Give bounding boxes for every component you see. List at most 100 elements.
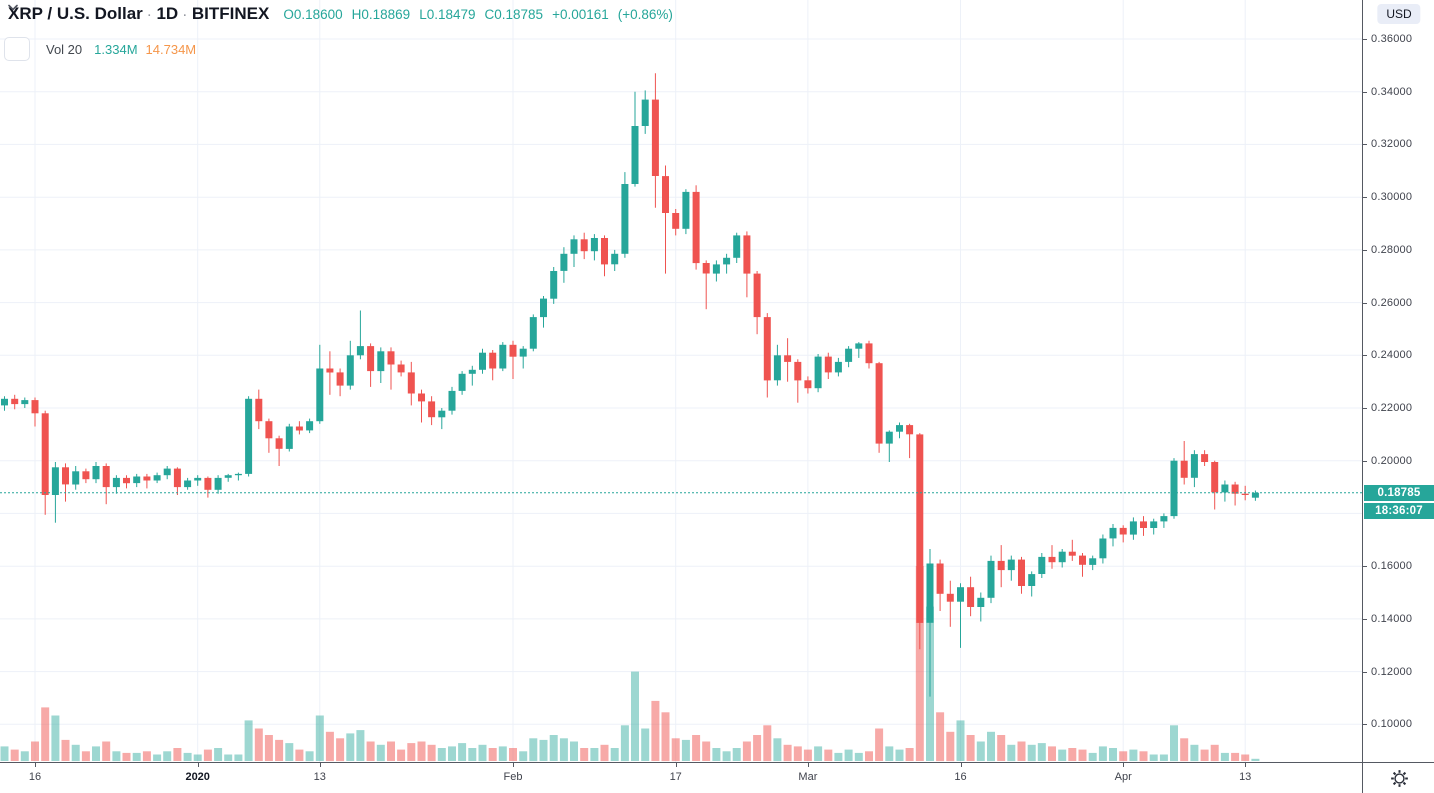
candle-body <box>763 317 771 381</box>
time-tick-mark <box>513 763 514 767</box>
volume-bar <box>387 741 395 761</box>
price-tick-mark <box>1363 91 1367 93</box>
ohlc-change-pct: (+0.86%) <box>617 7 673 22</box>
time-axis[interactable]: 16 2020 13 Feb 17 Mar 16 Apr 13 <box>0 762 1362 793</box>
candle-body <box>814 356 822 389</box>
volume-indicator-label[interactable]: Vol 20 <box>46 41 83 57</box>
volume-bar <box>234 754 243 761</box>
volume-bar <box>488 748 497 761</box>
candle-body <box>631 126 639 184</box>
axis-settings-button[interactable] <box>1388 767 1410 789</box>
chart-plot-area[interactable]: XRP / U.S. Dollar · 1D · BITFINEX O0.186… <box>0 0 1362 762</box>
volume-bar <box>295 749 304 761</box>
current-price-label: 0.18785 <box>1364 485 1434 501</box>
candle-body <box>987 560 995 598</box>
volume-bar <box>10 749 19 761</box>
currency-badge[interactable]: USD <box>1377 4 1421 24</box>
price-tick-mark <box>1363 408 1367 409</box>
candle-body <box>824 356 832 373</box>
candle-body <box>51 467 59 495</box>
volume-bar <box>742 741 751 761</box>
candle-body <box>275 438 283 449</box>
volume-bar <box>1078 749 1087 761</box>
volume-bar <box>366 741 375 761</box>
candle-body <box>1089 558 1097 565</box>
volume-bar <box>214 748 223 761</box>
candle-body <box>326 368 334 373</box>
candle-body <box>397 364 405 373</box>
candle-body <box>133 476 141 484</box>
time-tick-label: 13 <box>1239 771 1252 783</box>
volume-bar <box>437 748 446 761</box>
volume-bar <box>0 746 9 761</box>
candle-body <box>499 344 507 369</box>
candle-body <box>438 410 446 418</box>
volume-bar <box>102 741 111 761</box>
candle-body <box>31 400 39 414</box>
candle-body <box>11 398 19 405</box>
price-tick-mark <box>1363 671 1367 673</box>
gear-icon <box>1390 769 1409 788</box>
price-tick-mark <box>1363 566 1367 568</box>
price-tick-label: 0.28000 <box>1371 243 1413 256</box>
candle-body <box>306 421 314 431</box>
volume-bar <box>590 748 599 761</box>
candle-body <box>1 398 8 406</box>
candle-body <box>1190 454 1198 478</box>
volume-bar <box>468 748 477 761</box>
candle-body <box>794 361 802 381</box>
volume-bar <box>1017 741 1026 761</box>
price-tick-label: 0.10000 <box>1371 718 1413 731</box>
candle-body <box>896 425 903 432</box>
volume-bar <box>275 739 284 761</box>
candle-body <box>580 239 588 252</box>
time-tick-mark <box>960 763 962 767</box>
candle-body <box>265 421 273 439</box>
volume-bar <box>529 738 538 762</box>
candle-body <box>1221 484 1229 493</box>
candle-body <box>601 238 608 265</box>
price-tick-label: 0.14000 <box>1371 612 1413 625</box>
candle-body <box>92 466 100 480</box>
price-tick-mark <box>1363 460 1367 462</box>
candle-body <box>82 471 90 480</box>
candle-body <box>1048 556 1056 563</box>
volume-bar <box>702 741 711 761</box>
candle-body <box>153 475 161 481</box>
candle-body <box>1058 551 1066 563</box>
volume-bar <box>946 731 955 762</box>
candle-body <box>1180 460 1188 478</box>
exchange-label[interactable]: BITFINEX <box>191 4 270 23</box>
time-tick-mark <box>807 763 809 767</box>
volume-bar <box>448 746 456 761</box>
price-tick-label: 0.16000 <box>1371 560 1413 573</box>
volume-bar <box>773 738 782 762</box>
candle-body <box>1211 462 1219 493</box>
volume-bar <box>183 752 192 761</box>
price-chart-canvas[interactable] <box>0 0 1362 762</box>
candle-body <box>946 593 954 602</box>
candle-body <box>967 587 975 607</box>
interval-label[interactable]: 1D <box>156 4 179 23</box>
candle-body <box>316 368 324 422</box>
volume-bar <box>763 725 772 762</box>
price-axis[interactable]: USD 0.18785 18:36:07 0.36000 0.34000 0.320… <box>1362 0 1434 762</box>
time-tick-mark <box>1123 763 1125 767</box>
candle-body <box>712 264 720 274</box>
bar-close-countdown: 18:36:07 <box>1364 503 1434 519</box>
symbol-title[interactable]: XRP / U.S. Dollar <box>8 4 143 23</box>
candle-body <box>21 400 29 405</box>
volume-bar <box>1007 744 1016 762</box>
candle-body <box>875 363 883 444</box>
candle-body <box>702 263 710 274</box>
candle-body <box>1028 574 1036 586</box>
volume-bar <box>1027 744 1036 762</box>
volume-bar <box>51 715 60 761</box>
candle-body <box>611 253 619 265</box>
candle-body <box>387 351 395 365</box>
legend-collapse-button[interactable] <box>4 4 30 61</box>
volume-bar <box>1190 744 1199 762</box>
candle-body <box>173 468 181 488</box>
title-separator-dot: · <box>183 10 187 22</box>
volume-bar <box>1048 746 1056 761</box>
